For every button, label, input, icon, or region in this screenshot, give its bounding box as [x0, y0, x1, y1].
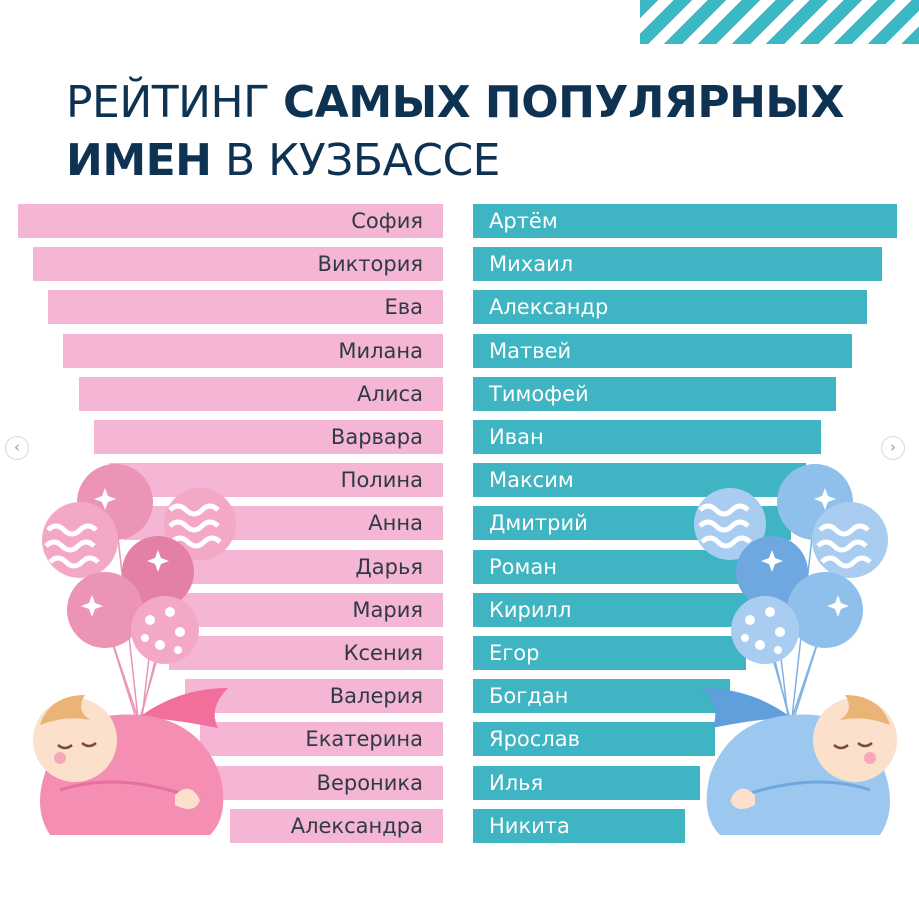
girl-name-bar: Алиса [78, 376, 443, 411]
title-line2-regular: В КУЗБАССЕ [225, 135, 500, 186]
baby-boy-balloons-icon [694, 464, 897, 835]
girl-name-bar: Варвара [93, 420, 443, 454]
boy-name-bar: Матвей [473, 333, 852, 368]
boy-name-bar: Егор [473, 636, 746, 670]
boy-name-bar: Кирилл [473, 592, 761, 627]
girl-name-bar: Александра [229, 808, 443, 843]
girl-name-bar: София [18, 204, 443, 238]
girl-name-bar: Валерия [184, 679, 443, 714]
title-line1-bold: САМЫХ ПОПУЛЯРНЫХ [282, 77, 844, 128]
boy-name-bar: Артём [473, 204, 897, 238]
girl-name-bar: Милана [63, 333, 443, 368]
boy-name-bar: Максим [473, 463, 807, 498]
boy-name-bar: Александр [473, 290, 867, 325]
girl-name-bar: Вероника [214, 765, 443, 800]
page-title: РЕЙТИНГ САМЫХ ПОПУЛЯРНЫХ ИМЕН В КУЗБАССЕ [66, 74, 844, 190]
baby-girl-balloons-icon [33, 464, 236, 835]
boy-name-bar: Илья [473, 765, 701, 800]
diagonal-stripes-decoration [640, 0, 919, 44]
next-slide-button[interactable]: › [881, 436, 905, 460]
girl-name-bar: Полина [108, 463, 443, 498]
boy-name-bar: Никита [473, 808, 686, 843]
boy-name-bar: Богдан [473, 679, 731, 714]
girl-name-bar: Ксения [169, 636, 443, 670]
girl-name-bar: Екатерина [199, 722, 443, 757]
boy-name-bar: Иван [473, 420, 822, 454]
boy-name-bar: Ярослав [473, 722, 716, 757]
prev-slide-button[interactable]: ‹ [5, 436, 29, 460]
boy-name-bar: Михаил [473, 247, 882, 282]
girl-name-bar: Виктория [33, 247, 443, 282]
boy-name-bar: Тимофей [473, 376, 837, 411]
title-line2-bold: ИМЕН [66, 135, 212, 186]
girl-name-bar: Мария [154, 592, 443, 627]
title-line1-regular: РЕЙТИНГ [66, 77, 270, 128]
girl-name-bar: Ева [48, 290, 443, 325]
